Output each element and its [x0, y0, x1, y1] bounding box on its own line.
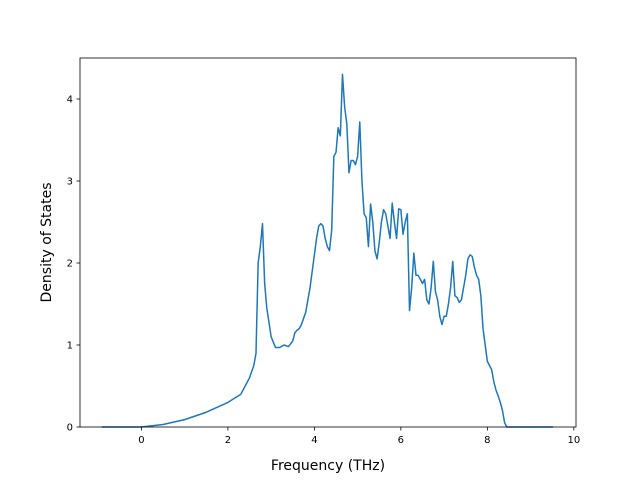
x-axis-ticks: 0 2 4 6 8 10	[138, 427, 580, 446]
y-tick-label: 2	[67, 259, 73, 270]
x-tick-label: 0	[138, 435, 144, 446]
y-tick-label: 1	[67, 341, 73, 352]
y-tick-label: 0	[67, 423, 73, 434]
x-tick-label: 4	[311, 435, 317, 446]
x-tick-label: 6	[398, 435, 404, 446]
dos-series-line	[101, 73, 553, 428]
y-tick-label: 3	[67, 177, 73, 188]
x-axis-label: Frequency (THz)	[271, 458, 385, 474]
x-tick-label: 8	[484, 435, 490, 446]
y-axis-label: Density of States	[39, 183, 55, 303]
plot-area	[80, 58, 576, 427]
axes-frame	[79, 57, 577, 428]
x-tick-label: 2	[225, 435, 231, 446]
y-axis-ticks: 0 1 2 3 4	[67, 95, 80, 434]
y-tick-label: 4	[67, 95, 73, 106]
x-tick-label: 10	[567, 435, 580, 446]
